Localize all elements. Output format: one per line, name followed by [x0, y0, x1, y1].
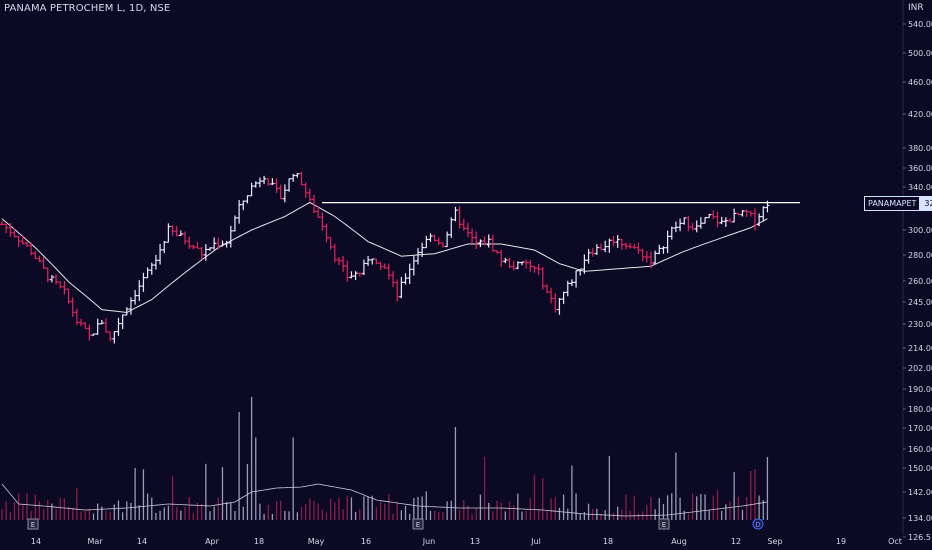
price-tick-label: 300.00	[908, 226, 932, 235]
price-tick-label: 180.00	[908, 405, 932, 414]
earnings-marker-box	[658, 518, 670, 530]
time-tick-label: Apr	[205, 537, 220, 546]
dividend-marker-circle	[752, 518, 764, 530]
volume-average-line	[1, 483, 768, 517]
currency-label: INR	[908, 3, 924, 13]
ohlc-bars-layer	[0, 171, 770, 344]
last-price-tag: PANAMAPET 324.85	[864, 196, 932, 211]
event-marker-label: E	[662, 521, 666, 529]
price-tick-label: 150.00	[908, 464, 932, 473]
price-tick-label: 500.00	[908, 49, 932, 58]
earnings-marker-box	[412, 518, 424, 530]
time-tick-label: 14	[137, 537, 147, 546]
volume-bars-layer	[1, 397, 769, 520]
price-tick-label: 340.00	[908, 183, 932, 192]
time-tick-label: May	[308, 537, 325, 546]
earnings-marker[interactable]: E	[27, 518, 39, 530]
time-tick-label: Jun	[422, 537, 436, 546]
earnings-marker[interactable]: E	[658, 518, 670, 530]
price-tick-label: 126.5	[908, 533, 931, 542]
price-axis[interactable]: 126.5 134.00 142.00 150.00 160.00 170.00 180.0…	[902, 0, 932, 542]
time-tick-label: Oct	[888, 537, 902, 546]
price-tick-label: 460.00	[908, 78, 932, 87]
time-tick-label: 13	[470, 537, 480, 546]
price-tick-label: 142.00	[908, 488, 932, 497]
moving-average-line	[1, 201, 768, 314]
dividend-marker[interactable]: D	[752, 518, 764, 530]
price-tick-label: 380.00	[908, 144, 932, 153]
price-tick-label: 134.00	[908, 514, 932, 523]
event-marker-label: E	[416, 521, 420, 529]
price-tick-label: 260.00	[908, 277, 932, 286]
moving-average-layer	[1, 201, 768, 314]
chart-title: PANAMA PETROCHEM L, 1D, NSE	[4, 3, 171, 14]
earnings-marker-box	[27, 518, 39, 530]
time-tick-label: 18	[603, 537, 613, 546]
price-tick-label: 214.00	[908, 344, 932, 353]
price-tick-label: 540.00	[908, 20, 932, 29]
price-tick-label: 245.00	[908, 298, 932, 307]
price-tick-label: 360.00	[908, 164, 932, 173]
time-tick-label: Jul	[530, 537, 541, 546]
time-tick-label: 12	[731, 537, 741, 546]
event-marker-label: E	[31, 521, 35, 529]
time-tick-label: 18	[254, 537, 264, 546]
time-tick-label: 16	[361, 537, 371, 546]
event-marker-label: D	[755, 521, 760, 529]
time-tick-label: 14	[31, 537, 41, 546]
price-tick-label: 202.00	[908, 364, 932, 373]
price-tick-label: 230.00	[908, 320, 932, 329]
price-tick-label: 420.00	[908, 110, 932, 119]
price-tick-label: 190.00	[908, 385, 932, 394]
time-tick-label: Mar	[87, 537, 103, 546]
time-axis[interactable]: 14 Mar 14 Apr 18 May 16 Jun 13 Jul 18 Aug 12 Sep 19 Oct	[31, 537, 902, 546]
symbol-label: PANAMAPET	[864, 196, 921, 211]
last-price-value: 324.85	[920, 196, 932, 211]
price-tick-label: 280.00	[908, 251, 932, 260]
earnings-marker[interactable]: E	[412, 518, 424, 530]
price-tick-label: 170.00	[908, 424, 932, 433]
time-tick-label: 19	[836, 537, 846, 546]
time-tick-label: Aug	[671, 537, 687, 546]
time-tick-label: Sep	[767, 537, 782, 546]
price-tick-label: 160.00	[908, 445, 932, 454]
